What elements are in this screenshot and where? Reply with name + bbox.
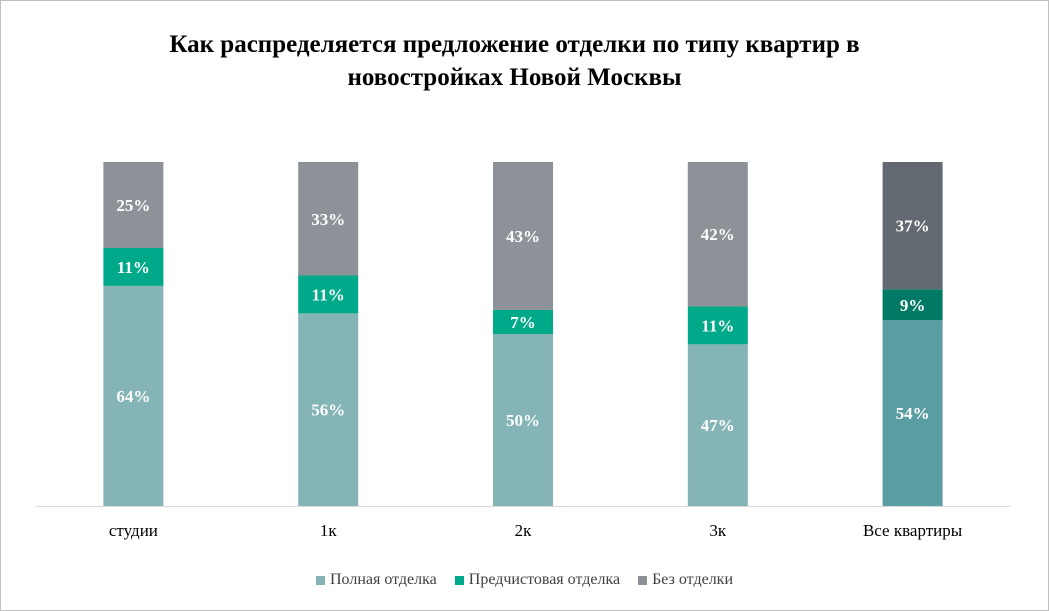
legend-item-prefinish: Предчистовая отделка [454, 571, 621, 589]
bar-segment-без-отделки-2 [493, 162, 553, 310]
bar-segment-полная-отделка-1 [298, 313, 359, 506]
legend-label-prefinish: Предчистовая отделка [468, 571, 621, 588]
data-label-без-отделки-0: 25% [116, 196, 150, 215]
bar-segment-предчистовая-отделка-2 [493, 309, 553, 334]
bar-segment-полная-отделка-2 [493, 334, 553, 506]
bar-segment-полная-отделка-3 [687, 344, 748, 506]
chart-title-line-2: новостройках Новой Москвы [347, 64, 682, 91]
legend-label-full-finish: Полная отделка [329, 571, 437, 588]
legend-label-no-finish: Без отделки [652, 571, 734, 588]
data-label-предчистовая-отделка-0: 11% [117, 258, 150, 277]
legend-swatch-prefinish [454, 575, 464, 585]
data-label-полная-отделка-2: 50% [506, 411, 540, 430]
data-label-без-отделки-4: 37% [896, 217, 930, 236]
category-label-1: 1к [320, 521, 338, 540]
data-label-предчистовая-отделка-4: 9% [900, 296, 926, 315]
data-label-без-отделки-2: 43% [506, 227, 540, 246]
category-label-3: 3к [709, 521, 727, 540]
chart-title: Как распределяется предложение отделки п… [0, 28, 1029, 94]
bar-segment-без-отделки-3 [687, 162, 748, 307]
legend-swatch-full-finish [315, 575, 325, 585]
bar-segment-без-отделки-0 [103, 162, 164, 248]
legend-item-full-finish: Полная отделка [315, 571, 437, 589]
data-label-полная-отделка-4: 54% [896, 404, 930, 423]
bar-segment-предчистовая-отделка-4 [882, 289, 943, 321]
chart-legend: Полная отделка Предчистовая отделка Без … [0, 571, 1049, 589]
bar-segment-предчистовая-отделка-1 [298, 275, 359, 314]
data-label-полная-отделка-1: 56% [311, 401, 345, 420]
bar-segment-без-отделки-4 [882, 162, 943, 290]
data-label-предчистовая-отделка-2: 7% [510, 313, 536, 332]
data-label-полная-отделка-3: 47% [701, 416, 735, 435]
legend-swatch-no-finish [638, 575, 648, 585]
category-label-0: студии [109, 521, 158, 540]
data-label-без-отделки-3: 42% [701, 225, 735, 244]
data-label-предчистовая-отделка-1: 11% [312, 285, 345, 304]
data-label-предчистовая-отделка-3: 11% [701, 316, 734, 335]
data-label-полная-отделка-0: 64% [116, 387, 150, 406]
chart-title-line-1: Как распределяется предложение отделки п… [169, 31, 860, 58]
bar-segment-без-отделки-1 [298, 162, 359, 276]
bar-segment-предчистовая-отделка-3 [687, 306, 748, 345]
bar-segment-полная-отделка-4 [882, 320, 943, 506]
bar-segment-предчистовая-отделка-0 [103, 248, 164, 286]
category-label-4: Все квартиры [863, 521, 963, 540]
bar-segment-полная-отделка-0 [103, 285, 164, 506]
legend-item-no-finish: Без отделки [638, 571, 733, 589]
data-label-без-отделки-1: 33% [311, 210, 345, 229]
category-label-2: 2к [515, 521, 533, 540]
